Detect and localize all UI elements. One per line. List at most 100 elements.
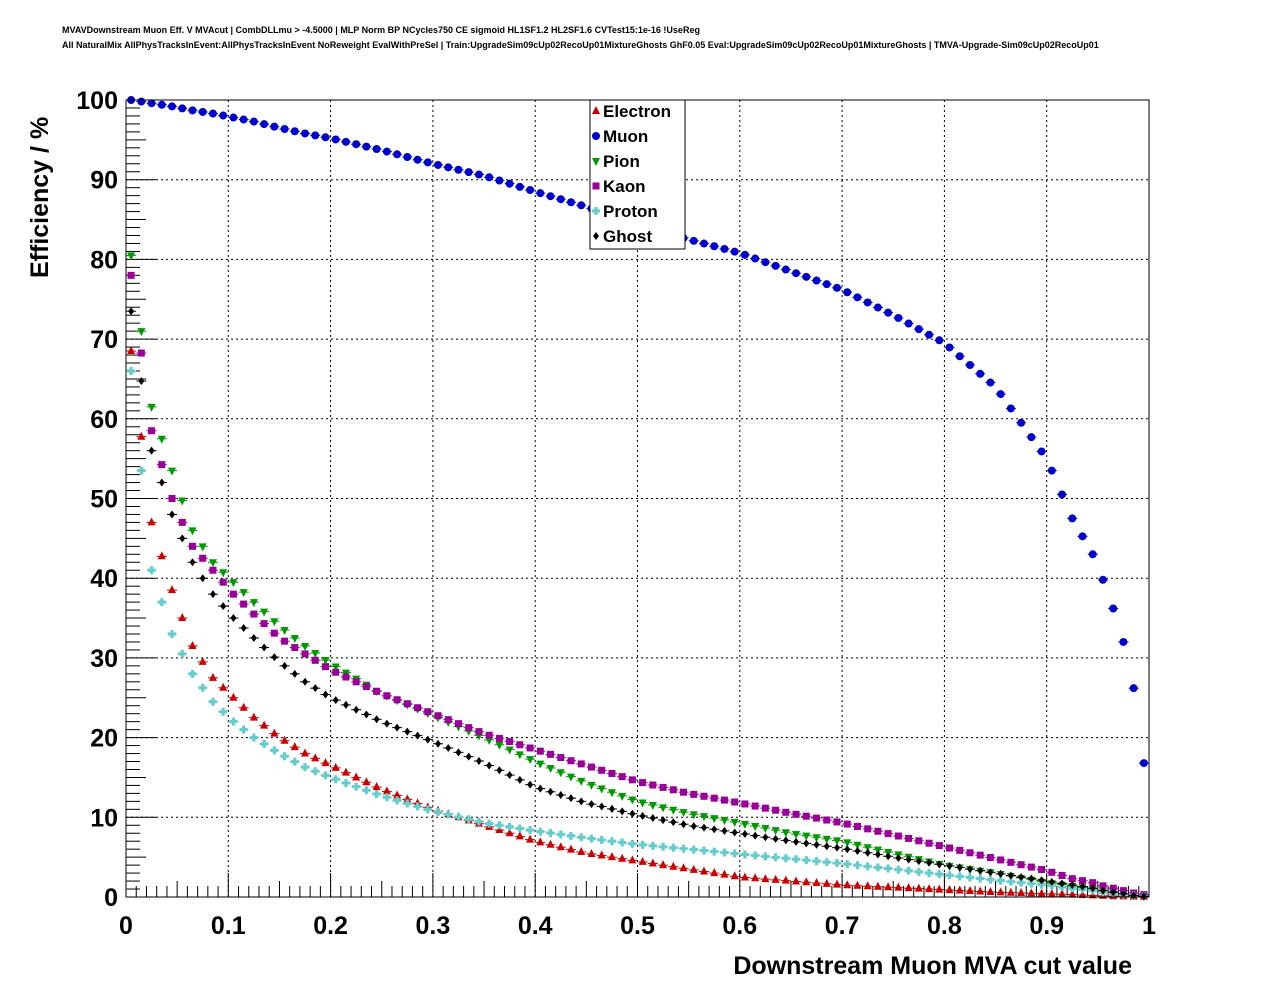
data-point	[1058, 490, 1067, 499]
series-kaon	[126, 271, 1149, 899]
data-point	[209, 590, 216, 599]
data-point	[515, 824, 524, 833]
x-tick-label: 0.6	[722, 912, 757, 940]
data-point	[843, 880, 852, 889]
data-point	[229, 113, 238, 122]
legend-entry-ghost: Ghost	[593, 227, 652, 246]
data-point	[761, 825, 770, 834]
data-point	[690, 822, 697, 831]
data-point	[854, 847, 861, 856]
data-point	[700, 823, 707, 832]
data-point	[1089, 879, 1097, 887]
x-tick-label: 1	[1142, 912, 1156, 940]
data-point	[1139, 759, 1148, 768]
data-point	[618, 853, 627, 862]
data-point	[976, 874, 985, 883]
data-point	[956, 846, 964, 854]
data-point	[423, 158, 432, 167]
data-point	[690, 790, 698, 798]
data-point	[198, 107, 207, 116]
data-point	[240, 624, 247, 633]
data-point	[832, 859, 841, 868]
data-point	[568, 794, 575, 803]
data-point	[863, 298, 872, 307]
data-point	[260, 739, 269, 748]
data-point	[608, 804, 615, 813]
data-point	[597, 850, 606, 859]
data-point	[740, 872, 749, 881]
data-point	[188, 527, 197, 536]
x-tick-label: 0.8	[927, 912, 962, 940]
data-point	[495, 734, 503, 742]
data-point	[403, 152, 412, 161]
data-point	[465, 752, 472, 761]
data-point	[588, 800, 595, 809]
data-point	[280, 735, 289, 744]
data-point	[393, 150, 402, 159]
data-point	[607, 789, 616, 798]
data-point	[270, 746, 279, 755]
data-point	[322, 690, 329, 699]
data-point	[261, 643, 268, 652]
axis-ticks	[125, 99, 1150, 898]
data-point	[1027, 879, 1036, 888]
data-point	[495, 821, 504, 830]
data-point	[434, 160, 443, 169]
data-point	[730, 247, 739, 256]
data-point	[526, 744, 534, 752]
x-tick-label: 0.1	[211, 912, 246, 940]
data-point	[628, 796, 637, 805]
data-point	[761, 852, 770, 861]
data-point	[710, 847, 719, 856]
data-point	[290, 634, 299, 643]
data-point	[935, 842, 943, 850]
data-point	[352, 678, 360, 686]
data-point	[474, 170, 483, 179]
data-point	[515, 751, 524, 760]
data-point	[618, 773, 626, 781]
data-point	[781, 265, 790, 274]
data-point	[873, 863, 882, 872]
data-point	[1099, 886, 1106, 895]
data-point	[486, 761, 493, 770]
data-point	[444, 163, 453, 172]
data-point	[372, 789, 381, 798]
data-point	[812, 857, 821, 866]
data-point	[607, 852, 616, 861]
data-point	[454, 812, 463, 821]
data-point	[1017, 861, 1025, 869]
data-point	[996, 876, 1005, 885]
data-point	[270, 629, 278, 637]
data-point	[188, 542, 196, 550]
data-point	[894, 313, 903, 322]
data-point	[505, 746, 514, 755]
data-point	[761, 258, 770, 267]
data-point	[669, 843, 678, 852]
data-point	[536, 760, 545, 769]
data-point	[556, 830, 565, 839]
data-point	[1037, 447, 1046, 456]
data-point	[751, 851, 760, 860]
data-point	[158, 478, 165, 487]
data-point	[188, 106, 197, 115]
data-point	[199, 554, 207, 562]
data-point	[1047, 888, 1056, 897]
data-point	[669, 861, 678, 870]
data-point	[935, 870, 944, 879]
data-point	[833, 843, 840, 852]
data-point	[413, 155, 422, 164]
data-point	[782, 808, 790, 816]
data-point	[1007, 858, 1015, 866]
y-tick-label: 0	[104, 884, 118, 912]
data-point	[894, 832, 902, 840]
data-point	[915, 857, 922, 866]
data-point	[506, 771, 513, 780]
data-point	[710, 242, 719, 251]
tick-labels: 0 0.1 0.2 0.3 0.4 0.5 0.6 0.7 0.8 0.9 101020304050…	[76, 87, 1156, 940]
data-point	[270, 122, 279, 131]
data-point	[536, 837, 545, 846]
data-point	[230, 614, 237, 623]
data-point	[157, 435, 166, 444]
data-point	[536, 189, 545, 198]
data-point	[618, 792, 627, 801]
